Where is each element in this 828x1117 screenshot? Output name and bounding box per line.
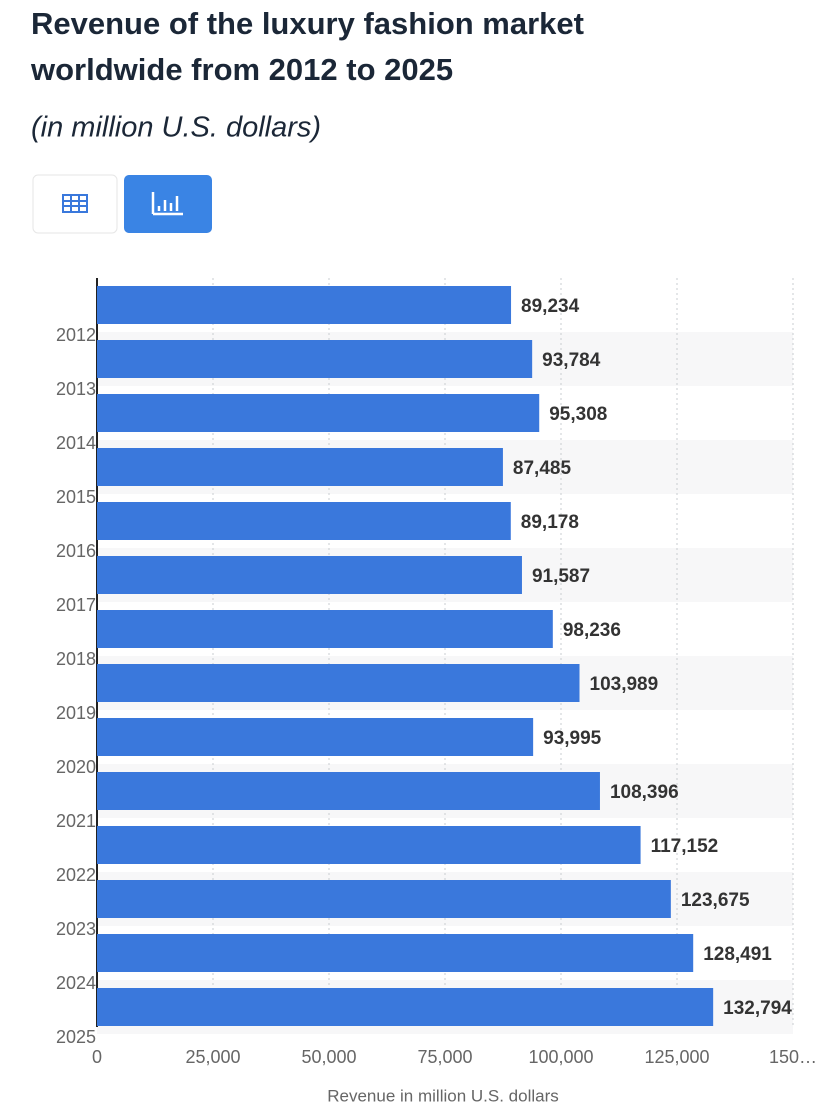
y-tick-label: 2013 — [56, 379, 96, 399]
title-line: worldwide from 2012 to 2025 — [30, 52, 453, 87]
chart-subtitle: (in million U.S. dollars) — [31, 112, 321, 144]
value-label: 98,236 — [563, 620, 621, 641]
value-label: 123,675 — [681, 890, 750, 911]
value-label: 93,995 — [543, 728, 602, 749]
y-tick-label: 2021 — [56, 811, 96, 831]
value-label: 89,178 — [521, 512, 579, 533]
y-tick-label: 2025 — [56, 1027, 96, 1047]
plot-area: 0 25,000 50,000 75,000 100,000 125,000 150… 89,… — [56, 278, 817, 1067]
x-tick-label: 0 — [92, 1047, 102, 1067]
value-label: 103,989 — [590, 674, 659, 695]
bar — [97, 772, 600, 810]
y-tick-label: 2019 — [56, 703, 96, 723]
button-bg[interactable] — [32, 174, 118, 234]
table-icon — [62, 194, 88, 213]
bar — [97, 610, 553, 648]
value-label: 95,308 — [549, 404, 607, 425]
x-tick-label: 25,000 — [185, 1047, 240, 1067]
y-tick-label: 2020 — [56, 757, 96, 777]
button-bg[interactable] — [124, 175, 212, 233]
title-line: Revenue of the luxury fashion market — [31, 6, 584, 41]
chart-icon — [151, 192, 183, 216]
bar — [97, 934, 694, 972]
value-label: 128,491 — [703, 944, 772, 965]
y-tick-label: 2024 — [56, 973, 96, 993]
x-tick-label: 50,000 — [301, 1047, 356, 1067]
y-tick-label: 2022 — [56, 865, 96, 885]
value-label: 117,152 — [651, 836, 719, 857]
y-tick-label: 2015 — [56, 487, 96, 507]
x-axis-label: Revenue in million U.S. dollars — [327, 1086, 559, 1105]
y-tick-label: 2016 — [56, 541, 96, 561]
bar — [97, 394, 540, 432]
x-tick-label: 125,000 — [644, 1047, 709, 1067]
y-tick-label: 2018 — [56, 649, 96, 669]
bar — [97, 718, 534, 756]
value-label: 89,234 — [521, 296, 580, 317]
bar — [97, 448, 503, 486]
x-tick-label: 100,000 — [528, 1047, 593, 1067]
bar — [97, 664, 580, 702]
x-tick-label: 75,000 — [417, 1047, 472, 1067]
bar — [97, 556, 522, 594]
value-label: 91,587 — [532, 566, 590, 587]
value-label: 108,396 — [610, 782, 679, 803]
chart-view-button[interactable] — [124, 175, 212, 233]
table-view-button[interactable] — [32, 174, 118, 234]
y-tick-label: 2017 — [56, 595, 96, 615]
bar — [97, 502, 511, 540]
y-tick-label: 2012 — [56, 325, 96, 345]
bar — [97, 286, 512, 324]
y-tick-label: 2014 — [56, 433, 96, 453]
value-label: 132,794 — [723, 998, 792, 1019]
chart-title: Revenue of the luxury fashion market worl… — [30, 6, 584, 87]
bar — [97, 826, 641, 864]
bar — [97, 880, 671, 918]
value-label: 87,485 — [513, 458, 572, 479]
value-label: 93,784 — [542, 350, 601, 371]
x-tick-label: 150… — [769, 1047, 817, 1067]
bar — [97, 988, 714, 1026]
bar — [97, 340, 533, 378]
y-tick-label: 2023 — [56, 919, 96, 939]
